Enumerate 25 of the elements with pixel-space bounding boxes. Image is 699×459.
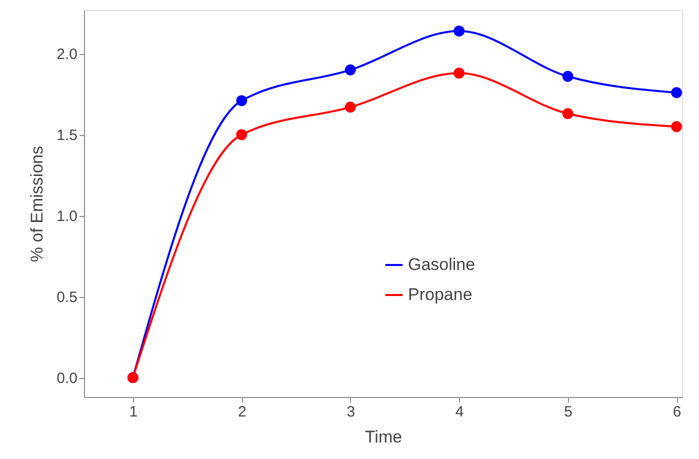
x-tick-label: 2 (238, 404, 246, 420)
point (562, 108, 574, 120)
legend-label: Propane (408, 285, 472, 304)
x-tick-label: 6 (672, 404, 682, 420)
point (236, 129, 248, 140)
y-axis-title: % of Emissions (28, 146, 47, 262)
point (671, 87, 682, 98)
y-tick-label: 2.0 (56, 46, 78, 64)
point (671, 121, 682, 132)
x-tick-label: 1 (129, 404, 138, 420)
point (236, 95, 248, 106)
legend-label: Gasoline (408, 255, 476, 274)
y-tick-label: 0.5 (56, 289, 78, 306)
point (454, 26, 465, 37)
x-axis-title: Time (364, 428, 402, 446)
x-tick-label: 3 (346, 404, 356, 420)
point (344, 102, 356, 113)
point (454, 68, 465, 79)
y-tick-label: 0.0 (56, 370, 78, 388)
y-tick-label: 1.5 (56, 127, 78, 144)
x-tick-label: 4 (455, 404, 464, 420)
x-tick-label: 5 (564, 404, 573, 420)
y-tick-label: 1.0 (56, 208, 78, 226)
point (562, 70, 574, 82)
point (344, 64, 356, 76)
